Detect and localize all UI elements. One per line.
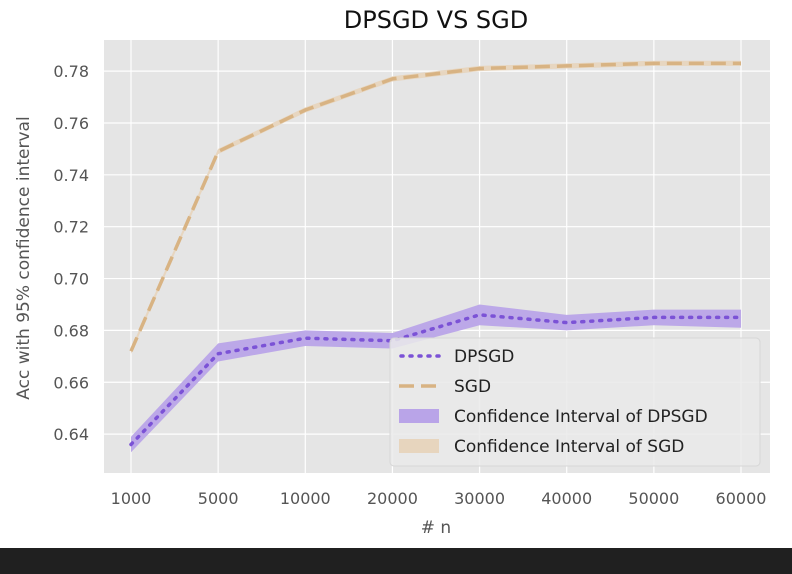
legend-label: DPSGD	[454, 347, 514, 367]
y-tick-label: 0.66	[53, 373, 89, 392]
data-point	[391, 78, 393, 80]
bottom-bar	[0, 548, 792, 574]
y-tick-label: 0.78	[53, 62, 89, 81]
dpsgd-line	[129, 313, 743, 447]
data-point	[478, 67, 480, 69]
legend-box	[389, 337, 761, 467]
data-point	[740, 62, 742, 64]
legend-dpsgd-band-swatch	[399, 409, 439, 423]
data-point	[653, 62, 655, 64]
y-tick-label: 0.68	[53, 321, 89, 340]
x-tick-label: 30000	[454, 489, 505, 508]
data-point	[478, 314, 480, 316]
y-axis-title: Acc with 95% confidence interval	[14, 116, 34, 399]
x-tick-label: 5000	[198, 489, 239, 508]
y-tick-label: 0.64	[53, 425, 89, 444]
x-tick-label: 40000	[541, 489, 592, 508]
y-tick-label: 0.76	[53, 114, 89, 133]
x-tick-label: 10000	[280, 489, 331, 508]
data-point	[217, 353, 219, 355]
data-point	[566, 321, 568, 323]
x-axis-title: # n	[421, 518, 451, 538]
data-point	[653, 316, 655, 318]
data-point	[740, 316, 742, 318]
legend-sgd-band-swatch	[399, 439, 439, 453]
x-tick-label: 60000	[716, 489, 767, 508]
sgd-line	[129, 61, 741, 352]
legend-label: Confidence Interval of SGD	[454, 437, 684, 457]
legend-label: Confidence Interval of DPSGD	[454, 407, 708, 427]
chart-container: 1000 5000 10000 20000 30000 40000 50000 60000 0.…	[14, 6, 770, 538]
data-point	[304, 337, 306, 339]
x-tick-label: 20000	[367, 489, 418, 508]
legend-label: SGD	[454, 377, 491, 397]
x-tick-label: 1000	[111, 489, 152, 508]
data-point	[130, 350, 132, 352]
y-tick-label: 0.72	[53, 218, 89, 237]
y-tick-label: 0.74	[53, 166, 89, 185]
data-point	[130, 443, 132, 445]
data-point	[566, 65, 568, 67]
data-point	[304, 109, 306, 111]
y-tick-label: 0.70	[53, 270, 89, 289]
x-tick-label: 50000	[628, 489, 679, 508]
chart-svg: 1000 5000 10000 20000 30000 40000 50000 60000 0.…	[14, 6, 770, 538]
data-point	[217, 150, 219, 152]
chart-title: DPSGD VS SGD	[344, 6, 529, 34]
